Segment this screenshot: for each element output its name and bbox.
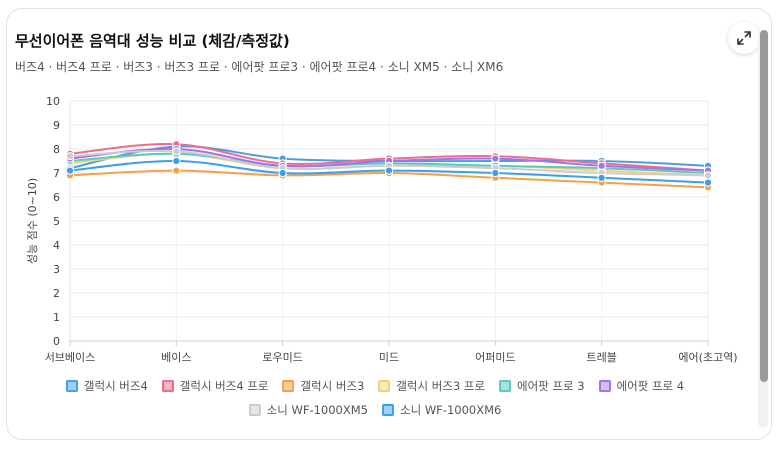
legend-label: 갤럭시 버즈3 프로 [396, 379, 486, 393]
chart-card-title: 무선이어폰 음역대 성능 비교 (체감/측정값) [15, 32, 290, 50]
data-point[interactable] [491, 168, 500, 178]
y-tick-label: 3 [53, 263, 60, 276]
legend-item[interactable]: 소니 WF-1000XM5 [248, 402, 368, 418]
x-tick-label: 미드 [379, 351, 399, 364]
x-tick-label: 어퍼미드 [475, 351, 515, 364]
axes [69, 101, 709, 346]
y-tick-label: 9 [53, 119, 60, 132]
x-tick-label: 베이스 [161, 351, 191, 364]
legend-label: 소니 WF-1000XM5 [266, 403, 368, 417]
y-tick-label: 6 [53, 191, 60, 204]
legend-swatch [382, 404, 394, 416]
legend-item[interactable]: 갤럭시 버즈4 [65, 378, 148, 394]
legend-label: 소니 WF-1000XM6 [400, 403, 502, 417]
data-point[interactable] [172, 166, 181, 175]
legend-label: 갤럭시 버즈3 [300, 379, 365, 393]
data-point[interactable] [597, 161, 606, 170]
y-tick-label: 2 [53, 287, 60, 300]
y-tick-label: 10 [46, 95, 60, 108]
data-point[interactable] [703, 178, 713, 187]
data-point[interactable] [65, 152, 75, 161]
y-axis-ticks: 0 1 2 3 4 5 6 7 8 9 10 [46, 95, 60, 348]
expand-icon [737, 31, 751, 45]
legend-swatch [378, 380, 391, 392]
x-tick-label: 트레블 [586, 351, 616, 364]
grid-lines [69, 100, 709, 342]
legend-swatch [598, 380, 611, 392]
legend-label: 갤럭시 버즈4 프로 [179, 379, 269, 393]
legend-label: 에어팟 프로 4 [616, 379, 685, 393]
x-tick-label: 서브베이스 [45, 351, 96, 364]
data-point[interactable] [278, 168, 287, 178]
legend-label: 갤럭시 버즈4 [83, 379, 148, 393]
y-tick-label: 4 [53, 239, 60, 252]
y-axis-title: 성능 점수 (0~10) [26, 178, 39, 264]
data-point[interactable] [65, 166, 75, 175]
y-tick-label: 8 [53, 143, 60, 156]
legend: 갤럭시 버즈4 갤럭시 버즈4 프로 갤럭시 버즈3 갤럭시 버즈3 프로 에어팟 프로… [30, 378, 720, 418]
data-point[interactable] [597, 173, 606, 182]
data-point[interactable] [172, 147, 181, 156]
y-tick-label: 1 [53, 311, 60, 324]
expand-button[interactable] [728, 22, 760, 54]
legend-swatch [248, 404, 261, 416]
data-point[interactable] [384, 166, 394, 175]
legend-swatch [65, 380, 78, 392]
y-tick-label: 5 [53, 215, 60, 228]
legend-swatch [161, 380, 174, 392]
scrollbar-thumb[interactable] [760, 30, 768, 382]
y-tick-label: 7 [53, 167, 60, 180]
legend-item[interactable]: 갤럭시 버즈3 프로 [378, 378, 485, 394]
legend-swatch [499, 380, 512, 392]
series-points [65, 140, 713, 192]
x-tick-label: 에어(초고역) [678, 351, 737, 364]
legend-item[interactable]: 갤럭시 버즈4 프로 [161, 378, 269, 394]
data-point[interactable] [703, 171, 713, 180]
legend-item[interactable]: 갤럭시 버즈3 [282, 378, 364, 394]
y-tick-label: 0 [53, 335, 60, 348]
legend-swatch [282, 380, 295, 392]
legend-item[interactable]: 에어팟 프로 3 [499, 378, 585, 394]
x-axis-ticks: 서브베이스 베이스 로우미드 미드 어퍼미드 트레블 에어(초고역) [45, 351, 738, 364]
legend-item[interactable]: 에어팟 프로 4 [598, 378, 685, 394]
data-point[interactable] [491, 154, 500, 163]
legend-label: 에어팟 프로 3 [517, 379, 585, 393]
chart-card-subtitle: 버즈4 · 버즈4 프로 · 버즈3 · 버즈3 프로 · 에어팟 프로3 · … [15, 60, 504, 74]
data-point[interactable] [172, 156, 181, 166]
legend-item[interactable]: 소니 WF-1000XM6 [382, 402, 501, 418]
x-tick-label: 로우미드 [262, 351, 302, 364]
